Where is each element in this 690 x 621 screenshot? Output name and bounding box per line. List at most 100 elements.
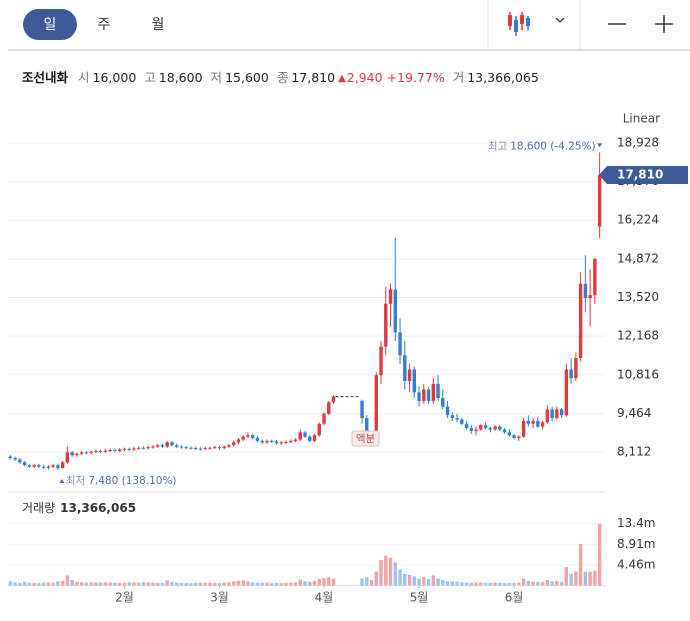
candle-body bbox=[327, 402, 331, 414]
volume-bar bbox=[426, 579, 431, 586]
y-tick-label: 12,168 bbox=[617, 329, 659, 343]
volume-bar bbox=[374, 571, 378, 586]
tab-week[interactable]: 주 bbox=[98, 17, 111, 33]
candle-body bbox=[388, 289, 393, 304]
x-tick-label: 6월 bbox=[505, 591, 524, 605]
volume-bar bbox=[398, 569, 402, 586]
volume-bar bbox=[270, 583, 274, 586]
candle-body bbox=[469, 428, 474, 431]
y-tick-label: 8,112 bbox=[617, 445, 651, 459]
volume-bar bbox=[160, 582, 165, 586]
scale-mode[interactable]: Linear bbox=[623, 112, 660, 126]
high-annotation: 최고 18,600 (-4.25%) bbox=[488, 140, 596, 152]
low-annotation: 최저 7,480 (138.10%) bbox=[66, 475, 177, 487]
volume-bar bbox=[550, 581, 554, 586]
candle-body bbox=[84, 452, 89, 454]
volume-bar bbox=[108, 582, 112, 586]
volume-bar bbox=[260, 582, 264, 586]
candle-body bbox=[60, 462, 65, 469]
volume-bar bbox=[388, 557, 393, 586]
volume-bar bbox=[184, 583, 188, 586]
volume-bar bbox=[232, 581, 236, 586]
volume-bar bbox=[27, 582, 32, 586]
tab-active-bg[interactable] bbox=[23, 9, 77, 40]
volume-bar bbox=[246, 581, 250, 586]
candle-body bbox=[18, 459, 22, 463]
tab-month[interactable]: 월 bbox=[152, 17, 165, 33]
quote-value: 17,810 bbox=[291, 70, 335, 85]
candle-body bbox=[521, 420, 526, 437]
candle-body bbox=[27, 465, 32, 467]
candle-body bbox=[583, 283, 588, 299]
candle-body bbox=[155, 445, 160, 447]
candle-body bbox=[151, 446, 155, 448]
candle-body bbox=[213, 447, 217, 449]
x-tick-label: 2월 bbox=[115, 591, 134, 605]
x-tick-label: 4월 bbox=[315, 591, 334, 605]
volume-bar bbox=[179, 582, 184, 586]
x-tick-label: 5월 bbox=[410, 591, 429, 605]
volume-bar bbox=[450, 581, 455, 586]
volume-bar bbox=[13, 582, 17, 586]
candle-body bbox=[412, 369, 416, 393]
candle-body bbox=[289, 440, 293, 443]
volume-bar bbox=[70, 579, 74, 586]
low-marker bbox=[59, 479, 65, 484]
candle-body bbox=[117, 449, 122, 451]
volume-tick-label: 13.4m bbox=[617, 516, 655, 530]
candle-body bbox=[179, 446, 184, 448]
candle-body bbox=[517, 436, 521, 439]
candle-body bbox=[89, 451, 93, 453]
candle-body bbox=[536, 420, 540, 427]
volume-bar bbox=[317, 579, 321, 586]
volume-tick-label: 8.91m bbox=[617, 537, 655, 551]
volume-bar bbox=[393, 562, 397, 586]
candle-body bbox=[474, 429, 478, 431]
volume-bar bbox=[365, 577, 369, 586]
volume-bar bbox=[274, 582, 279, 586]
volume-bar bbox=[559, 581, 564, 586]
volume-label: 거 bbox=[453, 70, 465, 85]
quote-row: 조선내화 시 16,000 고 18,600 저 15,600 종 17,810 ▲2,940 +1… bbox=[22, 70, 539, 85]
quote-value: 15,600 bbox=[225, 70, 269, 85]
candle-body bbox=[441, 398, 445, 407]
candle-body bbox=[265, 440, 269, 443]
candle-body bbox=[507, 432, 512, 436]
quote-label: 저 bbox=[211, 70, 223, 85]
volume-bar bbox=[51, 582, 55, 586]
chart-type-button[interactable] bbox=[508, 12, 530, 36]
candle-body bbox=[445, 406, 450, 416]
volume-bar bbox=[136, 582, 141, 586]
volume-bar bbox=[60, 580, 65, 586]
tab-day[interactable]: 일 bbox=[44, 17, 57, 33]
candle-body bbox=[460, 419, 464, 424]
volume-bar bbox=[407, 574, 412, 586]
volume-tick-label: 4.46m bbox=[617, 557, 655, 571]
volume-bar bbox=[479, 582, 483, 586]
volume-bar bbox=[94, 582, 98, 586]
candle-body bbox=[483, 425, 488, 429]
candle-body bbox=[526, 420, 531, 424]
volume-bar bbox=[208, 582, 212, 586]
candle-body bbox=[217, 447, 222, 449]
stock-name: 조선내화 bbox=[22, 70, 69, 85]
volume-bar bbox=[217, 583, 222, 586]
candle-body bbox=[379, 346, 383, 376]
candle-body bbox=[222, 446, 226, 449]
volume-bar bbox=[593, 570, 597, 586]
volume-bar bbox=[203, 582, 207, 586]
volume-bar bbox=[284, 582, 288, 586]
volume-bar bbox=[222, 582, 226, 586]
candle-body bbox=[298, 432, 302, 440]
volume-bar bbox=[37, 583, 41, 586]
volume-bar bbox=[22, 581, 27, 586]
candle-body bbox=[13, 458, 17, 460]
volume-bar bbox=[526, 580, 531, 586]
volume-bar bbox=[255, 582, 260, 586]
candle-body bbox=[37, 465, 41, 467]
candle-body bbox=[165, 442, 169, 447]
candle-body bbox=[597, 174, 602, 227]
zoom-in-button[interactable] bbox=[655, 15, 673, 33]
dropdown-chevron[interactable] bbox=[555, 17, 565, 23]
